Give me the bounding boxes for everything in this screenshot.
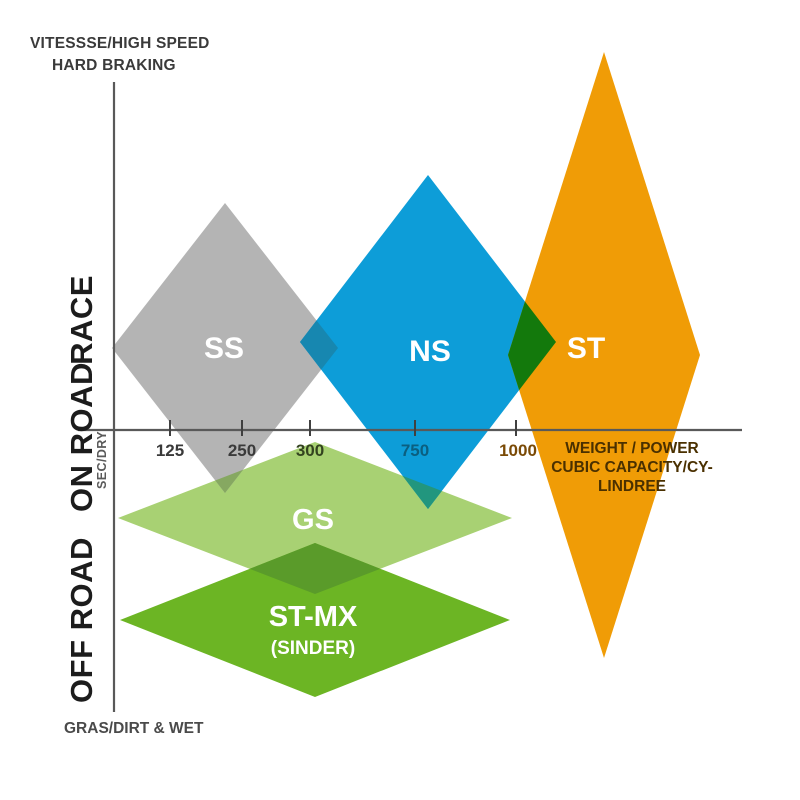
x-axis-caption-line2: CUBIC CAPACITY/CY- [551,459,713,476]
zone-sublabel-stmx: (SINDER) [271,638,355,659]
zone-label-ns: NS [409,335,451,368]
overlap-ss-gs [118,442,338,493]
tick-label-125: 125 [156,441,184,460]
tick-label-300: 300 [296,441,324,460]
x-axis-caption-line1: WEIGHT / POWER [565,440,698,457]
y-zone-sublabel-sec-dry: SEC/DRY [95,431,109,489]
overlap-ns-gs [300,442,512,509]
zone-label-gs: GS [292,504,334,536]
zone-shape-ss [112,203,338,493]
zone-shape-ns [300,175,556,509]
y-axis-bottom-label: GRAS/DIRT & WET [64,720,204,737]
zone-label-stmx: ST-MX [269,601,358,633]
zone-shape-stmx [120,543,510,697]
zone-label-st: ST [567,332,605,365]
y-zone-label-on-road: ON ROAD [64,362,99,512]
tick-label-750: 750 [401,441,429,460]
zone-label-ss: SS [204,332,244,365]
zone-shape-st [508,52,700,658]
y-axis-top-line1: VITESSSE/HIGH SPEED [30,35,210,52]
y-zone-label-race: RACE [64,275,99,365]
y-zone-label-off-road: OFF ROAD [64,537,99,703]
y-axis-top-line2: HARD BRAKING [52,57,176,74]
x-axis-caption-line3: LINDREE [598,478,666,495]
tick-label-250: 250 [228,441,256,460]
tick-label-1000: 1000 [499,441,537,460]
